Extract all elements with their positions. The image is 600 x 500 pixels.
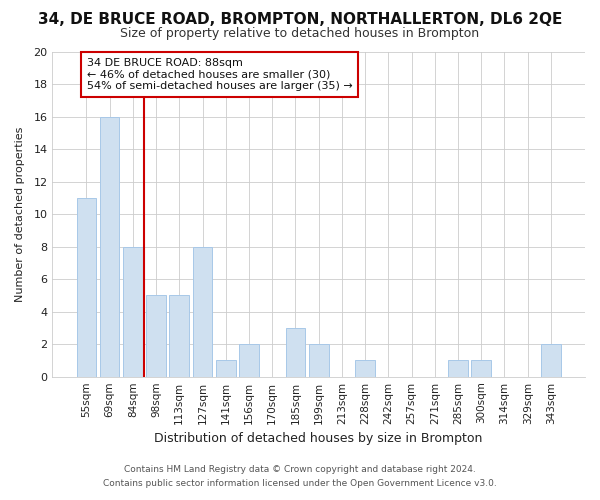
Bar: [100, 116, 119, 376]
X-axis label: Distribution of detached houses by size in Brompton: Distribution of detached houses by size …: [154, 432, 483, 445]
Bar: [77, 198, 96, 376]
Y-axis label: Number of detached properties: Number of detached properties: [15, 126, 25, 302]
Bar: [448, 360, 468, 376]
Bar: [216, 360, 236, 376]
Text: Size of property relative to detached houses in Brompton: Size of property relative to detached ho…: [121, 28, 479, 40]
Bar: [309, 344, 329, 376]
Text: 34 DE BRUCE ROAD: 88sqm
← 46% of detached houses are smaller (30)
54% of semi-de: 34 DE BRUCE ROAD: 88sqm ← 46% of detache…: [87, 58, 353, 91]
Bar: [239, 344, 259, 376]
Bar: [169, 296, 189, 376]
Bar: [146, 296, 166, 376]
Bar: [541, 344, 561, 376]
Bar: [193, 246, 212, 376]
Bar: [472, 360, 491, 376]
Bar: [123, 246, 143, 376]
Text: 34, DE BRUCE ROAD, BROMPTON, NORTHALLERTON, DL6 2QE: 34, DE BRUCE ROAD, BROMPTON, NORTHALLERT…: [38, 12, 562, 28]
Bar: [355, 360, 375, 376]
Text: Contains HM Land Registry data © Crown copyright and database right 2024.
Contai: Contains HM Land Registry data © Crown c…: [103, 466, 497, 487]
Bar: [286, 328, 305, 376]
